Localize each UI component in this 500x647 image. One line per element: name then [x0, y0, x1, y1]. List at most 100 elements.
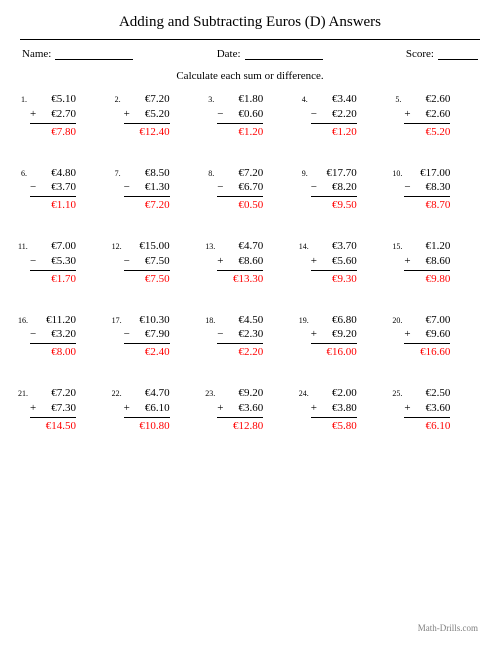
operand-a: €9.20	[217, 386, 263, 401]
problem-number: 1.	[18, 92, 30, 104]
operand-b-row: + €5.60	[311, 254, 357, 269]
operand-b-row: +€7.30	[30, 401, 76, 416]
problem: 1.€5.10+€2.70€7.80	[18, 92, 108, 140]
problem: 25.€2.50+€3.60€6.10	[392, 386, 482, 434]
operand-b: €5.20	[145, 107, 170, 122]
problem-number: 24.	[299, 386, 311, 398]
problem-body: €3.70+€5.60€9.30	[311, 239, 357, 287]
problem-body: €15.00−€7.50€7.50	[124, 239, 170, 287]
problem-body: €2.00+ €3.80€5.80	[311, 386, 357, 434]
operand-a: €7.00	[30, 239, 76, 254]
problem-body: €5.10+€2.70€7.80	[30, 92, 76, 140]
operand-a: €1.80	[217, 92, 263, 107]
operand-a: €4.50	[217, 313, 263, 328]
operator: −	[124, 180, 132, 195]
problem-number: 21.	[18, 386, 30, 398]
operator: +	[404, 401, 412, 416]
operand-b: €8.60	[426, 254, 451, 269]
operator: +	[311, 254, 319, 269]
answer: €16.00	[311, 343, 357, 360]
operand-b-row: −€1.30	[124, 180, 170, 195]
operand-a: €7.00	[404, 313, 450, 328]
operand-b: €8.20	[332, 180, 357, 195]
operand-b-row: + €3.60	[404, 401, 450, 416]
operator: −	[311, 180, 319, 195]
problem-body: €10.30−€7.90€2.40	[124, 313, 170, 361]
problem: 12.€15.00−€7.50€7.50	[112, 239, 202, 287]
operand-b: €2.70	[51, 107, 76, 122]
operand-b-row: −€2.30	[217, 327, 263, 342]
problem-body: €7.00+€9.60€16.60	[404, 313, 450, 361]
problem-body: €7.20+€5.20€12.40	[124, 92, 170, 140]
problem-number: 12.	[112, 239, 124, 251]
operand-b-row: +€2.70	[30, 107, 76, 122]
operand-a: €5.10	[30, 92, 76, 107]
problem-number: 14.	[299, 239, 311, 251]
operand-b: €3.20	[51, 327, 76, 342]
operand-a: €8.50	[124, 166, 170, 181]
operator: −	[217, 107, 225, 122]
problem: 4.€3.40−€2.20€1.20	[299, 92, 389, 140]
operand-b: €5.60	[332, 254, 357, 269]
operand-b: €3.60	[238, 401, 263, 416]
answer: €1.10	[30, 196, 76, 213]
score-field: Score:	[406, 48, 478, 60]
answer: €7.80	[30, 123, 76, 140]
answer: €10.80	[124, 417, 170, 434]
operand-a: €11.20	[30, 313, 76, 328]
answer: €2.40	[124, 343, 170, 360]
problem: 5.€2.60+€2.60€5.20	[392, 92, 482, 140]
operand-b: €3.80	[332, 401, 357, 416]
operand-b: €2.60	[426, 107, 451, 122]
operand-b-row: +€8.60	[217, 254, 263, 269]
operator: +	[30, 401, 38, 416]
score-blank	[438, 59, 478, 60]
problem-body: €4.70+€8.60€13.30	[217, 239, 263, 287]
operand-b-row: −€7.50	[124, 254, 170, 269]
operator: −	[30, 327, 38, 342]
operand-a: €2.00	[311, 386, 357, 401]
operator: +	[311, 401, 319, 416]
operand-b: €1.30	[145, 180, 170, 195]
problem: 21.€7.20+€7.30€14.50	[18, 386, 108, 434]
problem-body: €4.80−€3.70€1.10	[30, 166, 76, 214]
problem: 10.€17.00−€8.30€8.70	[392, 166, 482, 214]
problem: 18.€4.50−€2.30€2.20	[205, 313, 295, 361]
operand-b-row: −€6.70	[217, 180, 263, 195]
problem-body: €1.80−€0.60€1.20	[217, 92, 263, 140]
answer: €5.80	[311, 417, 357, 434]
problem-body: €2.50+€3.60€6.10	[404, 386, 450, 434]
problem-body: €11.20−€3.20€8.00	[30, 313, 76, 361]
operand-b: €3.60	[426, 401, 451, 416]
problem-number: 22.	[112, 386, 124, 398]
operand-b: €8.30	[426, 180, 451, 195]
answer: €1.20	[311, 123, 357, 140]
operand-a: €17.70	[311, 166, 357, 181]
problem-number: 6.	[18, 166, 30, 178]
operand-a: €15.00	[124, 239, 170, 254]
problem: 19.€6.80+€9.20€16.00	[299, 313, 389, 361]
date-blank	[245, 59, 323, 60]
operand-b-row: +€5.20	[124, 107, 170, 122]
problem: 9.€17.70−€8.20€9.50	[299, 166, 389, 214]
problem: 8.€7.20−€6.70€0.50	[205, 166, 295, 214]
operand-b: €8.60	[238, 254, 263, 269]
date-field: Date:	[217, 48, 323, 60]
operand-b: €0.60	[238, 107, 263, 122]
operand-a: €3.40	[311, 92, 357, 107]
operand-b-row: −€5.30	[30, 254, 76, 269]
problem-number: 20.	[392, 313, 404, 325]
answer: €12.80	[217, 417, 263, 434]
answer: €16.60	[404, 343, 450, 360]
problem: 11.€7.00−€5.30€1.70	[18, 239, 108, 287]
answer: €12.40	[124, 123, 170, 140]
problem-body: €17.70−€8.20€9.50	[311, 166, 357, 214]
problem-number: 8.	[205, 166, 217, 178]
score-label: Score:	[406, 48, 434, 60]
problem: 13.€4.70+€8.60€13.30	[205, 239, 295, 287]
operand-a: €7.20	[217, 166, 263, 181]
operand-b-row: −€8.20	[311, 180, 357, 195]
operator: −	[404, 180, 412, 195]
operator: +	[404, 254, 412, 269]
problem: 16.€11.20−€3.20€8.00	[18, 313, 108, 361]
